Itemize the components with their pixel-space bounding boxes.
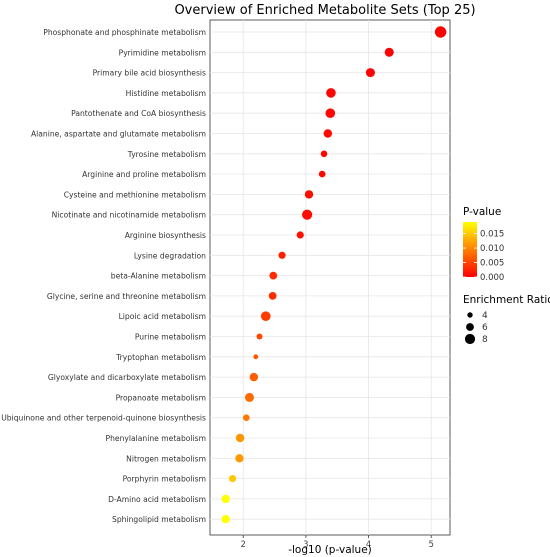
y-tick-label: Glycine, serine and threonine metabolism	[47, 292, 206, 301]
data-point	[302, 209, 313, 220]
y-tick-label: beta-Alanine metabolism	[111, 272, 206, 281]
data-point	[278, 251, 286, 259]
y-axis-labels: Phosphonate and phosphinate metabolism Py…	[1, 28, 206, 524]
data-point	[235, 454, 244, 463]
data-point	[228, 475, 237, 483]
y-tick-label: Pyrimidine metabolism	[119, 48, 206, 57]
colorbar-tick-label: 0.010	[480, 244, 504, 254]
x-axis-ticks: 2 3 4 5	[241, 535, 434, 550]
data-point	[320, 150, 328, 158]
data-point	[268, 292, 277, 300]
y-tick-label: Tryptophan metabolism	[115, 353, 206, 362]
data-point	[253, 354, 259, 360]
colorbar-tick-label: 0.015	[480, 230, 504, 240]
y-tick-label: Purine metabolism	[135, 333, 206, 342]
y-tick-label: Ubiquinone and other terpenoid-quinone b…	[1, 414, 206, 423]
pvalue-legend: P-value 0.015 0.010 0.005 0.000	[463, 206, 504, 283]
data-point	[235, 433, 245, 443]
data-point	[365, 68, 375, 78]
data-point	[243, 414, 250, 422]
pvalue-colorbar	[463, 222, 477, 277]
enrichment-legend-title: Enrichment Ratio	[463, 294, 550, 306]
pvalue-legend-title: P-value	[463, 206, 501, 218]
y-tick-label: Pantothenate and CoA biosynthesis	[71, 109, 206, 118]
data-point	[304, 190, 314, 199]
y-tick-label: Alanine, aspartate and glutamate metabol…	[31, 130, 206, 139]
data-points	[221, 26, 447, 524]
size-legend-dot	[466, 323, 474, 331]
y-tick-label: Primary bile acid biosynthesis	[93, 69, 206, 78]
y-tick-label: Lysine degradation	[134, 251, 206, 260]
y-tick-label: Tyrosine metabolism	[127, 150, 206, 159]
y-tick-label: Cysteine and methionine metabolism	[64, 190, 206, 199]
y-tick-label: Arginine biosynthesis	[125, 231, 206, 240]
data-point	[244, 392, 254, 402]
y-tick-label: Arginine and proline metabolism	[82, 170, 206, 179]
data-point	[325, 108, 336, 118]
y-tick-label: Sphingolipid metabolism	[112, 515, 206, 524]
colorbar-tick-label: 0.005	[480, 259, 504, 269]
data-point	[296, 231, 304, 239]
y-tick-label: D-Amino acid metabolism	[108, 495, 206, 504]
data-point	[269, 271, 278, 280]
y-tick-label: Propanoate metabolism	[116, 393, 206, 402]
data-point	[260, 311, 271, 322]
y-tick-label: Phenylalanine metabolism	[106, 434, 206, 443]
x-tick-label: 3	[303, 540, 308, 550]
size-legend-label: 4	[482, 311, 488, 321]
size-legend-label: 6	[482, 323, 488, 333]
data-point	[249, 372, 259, 382]
size-legend-label: 8	[482, 335, 488, 345]
data-point	[256, 333, 263, 340]
size-legend-dot	[464, 333, 476, 345]
data-point	[318, 170, 326, 178]
x-tick-label: 5	[428, 540, 433, 550]
enrichment-ratio-legend: Enrichment Ratio 4 6 8	[463, 294, 550, 345]
data-point	[221, 515, 230, 524]
plot-panel	[209, 19, 451, 536]
y-tick-label: Nitrogen metabolism	[126, 454, 206, 463]
x-axis-label: -log10 (p-value)	[288, 544, 372, 556]
x-tick-label: 4	[366, 540, 371, 550]
data-point	[434, 26, 447, 38]
chart-title: Overview of Enriched Metabolite Sets (To…	[174, 3, 475, 18]
y-tick-label: Nicotinate and nicotinamide metabolism	[52, 211, 206, 220]
y-tick-label: Phosphonate and phosphinate metabolism	[43, 28, 206, 37]
data-point	[384, 47, 394, 57]
y-tick-label: Porphyrin metabolism	[123, 475, 206, 484]
y-tick-label: Lipoic acid metabolism	[119, 312, 206, 321]
data-point	[221, 494, 230, 504]
x-tick-label: 2	[241, 540, 246, 550]
data-point	[326, 88, 336, 98]
y-tick-label: Glyoxylate and dicarboxylate metabolism	[48, 373, 206, 382]
size-legend-dot	[467, 312, 473, 318]
colorbar-tick-label: 0.000	[480, 273, 504, 283]
data-point	[323, 129, 333, 138]
y-tick-label: Histidine metabolism	[126, 89, 206, 98]
